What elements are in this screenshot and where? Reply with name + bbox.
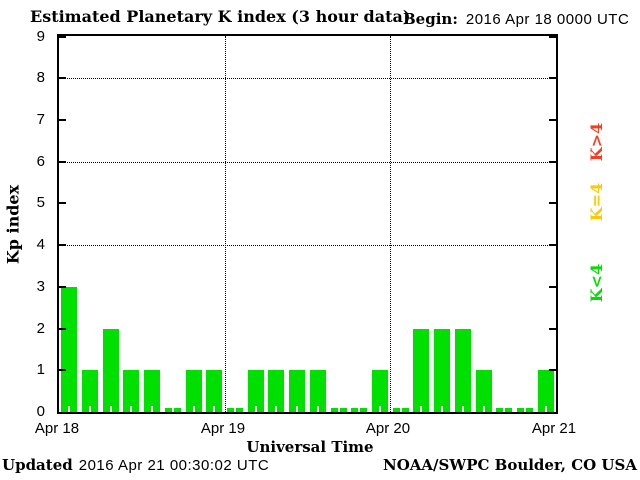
gridline-kp-6 xyxy=(59,162,556,163)
chart-title: Estimated Planetary K index (3 hour data… xyxy=(30,7,411,26)
y-axis-tick xyxy=(549,328,556,330)
source-attribution: NOAA/SWPC Boulder, CO USA xyxy=(382,456,637,474)
kp-bar xyxy=(372,370,388,412)
gridline-kp-4 xyxy=(59,245,556,246)
y-axis-tick xyxy=(549,77,556,79)
begin-value: 2016 Apr 18 0000 UTC xyxy=(465,11,630,28)
begin-label: Begin: xyxy=(403,10,458,28)
kp-bar xyxy=(144,370,160,412)
y-tick-label: 6 xyxy=(36,153,45,170)
kp-bar xyxy=(476,370,492,412)
x-minor-tick xyxy=(358,406,360,412)
x-minor-tick xyxy=(234,406,236,412)
kp-bar xyxy=(103,329,119,412)
x-minor-tick xyxy=(213,406,215,412)
x-minor-tick xyxy=(545,406,547,412)
plot-area xyxy=(57,34,558,414)
y-axis-tick xyxy=(59,369,66,371)
y-axis-tick xyxy=(59,77,66,79)
kp-bar xyxy=(268,370,284,412)
y-tick-label: 1 xyxy=(36,361,45,378)
y-axis-tick xyxy=(59,36,66,38)
x-minor-tick xyxy=(524,406,526,412)
y-tick-label: 4 xyxy=(36,236,45,253)
y-axis-title: Kp index xyxy=(3,184,23,265)
x-minor-tick xyxy=(275,406,277,412)
kp-bar xyxy=(82,370,98,412)
kp-bar xyxy=(123,370,139,412)
x-minor-tick xyxy=(338,406,340,412)
x-minor-tick xyxy=(296,406,298,412)
x-minor-tick xyxy=(89,406,91,412)
x-minor-tick xyxy=(193,406,195,412)
y-tick-label: 5 xyxy=(36,194,45,211)
y-axis-tick xyxy=(549,202,556,204)
kp-bar xyxy=(248,370,264,412)
begin-line: Begin: 2016 Apr 18 0000 UTC xyxy=(403,10,629,28)
y-axis-tick xyxy=(549,161,556,163)
kp-bar xyxy=(61,287,77,412)
updated-value: 2016 Apr 21 00:30:02 UTC xyxy=(78,457,270,474)
x-minor-tick xyxy=(172,406,174,412)
y-axis-tick xyxy=(549,36,556,38)
x-tick-label: Apr 21 xyxy=(531,420,577,437)
y-axis-tick xyxy=(59,286,66,288)
y-axis-tick xyxy=(549,286,556,288)
day-boundary-apr-20 xyxy=(390,36,391,412)
kp-bar xyxy=(289,370,305,412)
x-minor-tick xyxy=(255,406,257,412)
x-minor-tick xyxy=(317,406,319,412)
y-tick-label: 7 xyxy=(36,111,45,128)
kp-bar xyxy=(538,370,554,412)
y-tick-label: 9 xyxy=(36,28,45,45)
x-minor-tick xyxy=(503,406,505,412)
y-axis-tick xyxy=(59,119,66,121)
y-axis-tick xyxy=(59,328,66,330)
x-tick-label: Apr 20 xyxy=(365,420,411,437)
y-tick-label: 0 xyxy=(36,403,45,420)
y-axis-tick xyxy=(59,202,66,204)
x-tick-label: Apr 19 xyxy=(200,420,246,437)
x-minor-tick xyxy=(441,406,443,412)
x-minor-tick xyxy=(151,406,153,412)
updated-label: Updated xyxy=(2,456,73,474)
y-axis-tick xyxy=(549,369,556,371)
kp-bar xyxy=(434,329,450,412)
x-minor-tick xyxy=(110,406,112,412)
kp-bar xyxy=(310,370,326,412)
kp-bar xyxy=(455,329,471,412)
x-minor-tick xyxy=(379,406,381,412)
updated-timestamp: Updated 2016 Apr 21 00:30:02 UTC xyxy=(2,456,269,474)
x-minor-tick xyxy=(400,406,402,412)
legend-item-k-4: K<4 xyxy=(587,263,606,303)
y-axis-tick xyxy=(549,244,556,246)
y-axis-tick xyxy=(549,119,556,121)
kp-bar xyxy=(206,370,222,412)
gridline-kp-8 xyxy=(59,78,556,79)
kp-bar xyxy=(186,370,202,412)
x-minor-tick xyxy=(130,406,132,412)
y-tick-label: 8 xyxy=(36,69,45,86)
kp-bar xyxy=(413,329,429,412)
day-boundary-apr-19 xyxy=(225,36,226,412)
legend-item-k-4: K=4 xyxy=(587,182,606,222)
y-axis-tick xyxy=(59,244,66,246)
x-axis-title: Universal Time xyxy=(246,438,374,456)
x-minor-tick xyxy=(462,406,464,412)
x-minor-tick xyxy=(483,406,485,412)
y-tick-label: 2 xyxy=(36,320,45,337)
x-minor-tick xyxy=(68,406,70,412)
x-minor-tick xyxy=(420,406,422,412)
y-tick-label: 3 xyxy=(36,278,45,295)
x-tick-label: Apr 18 xyxy=(34,420,80,437)
y-axis-tick xyxy=(59,161,66,163)
